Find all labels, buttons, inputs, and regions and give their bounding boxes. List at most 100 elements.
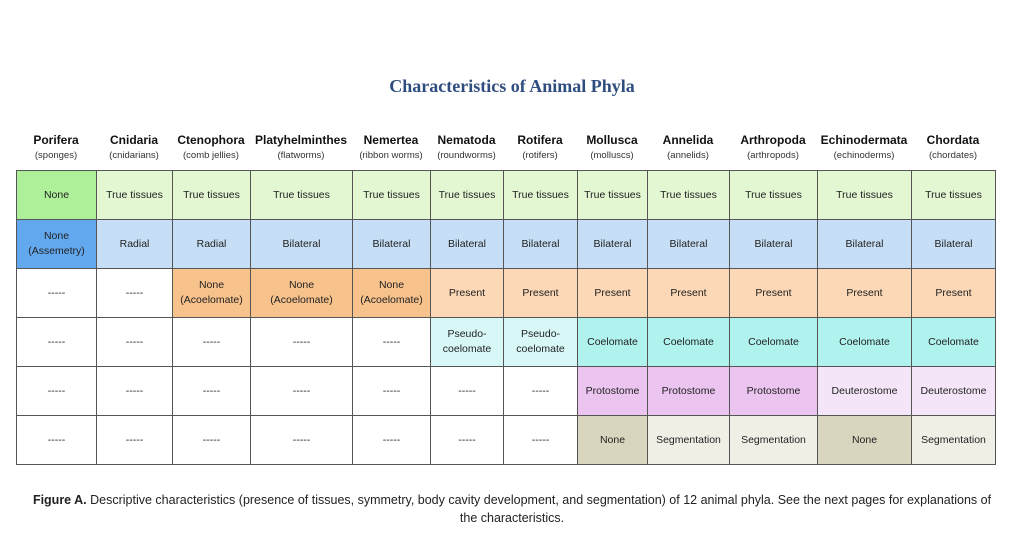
table-cell: Pseudo-coelomate — [503, 317, 578, 367]
figure-title: Characteristics of Animal Phyla — [389, 76, 635, 96]
table-cell: Bilateral — [577, 219, 648, 269]
table-cell: Present — [503, 268, 578, 318]
table-cell: Present — [817, 268, 912, 318]
table-cell: ----- — [352, 366, 431, 416]
table-cell: True tissues — [647, 170, 730, 220]
table-cell: Segmentation — [911, 415, 996, 465]
caption-text: Descriptive characteristics (presence of… — [86, 493, 992, 525]
phylum-header: Arthropoda (arthropods) — [729, 133, 817, 163]
phylum-common-name: (rotifers) — [522, 150, 558, 161]
table-cell: Segmentation — [647, 415, 730, 465]
table-cell: ----- — [250, 317, 353, 367]
table-cell: True tissues — [96, 170, 173, 220]
table-cell: ----- — [16, 268, 97, 318]
table-cell: ----- — [503, 366, 578, 416]
table-cell: True tissues — [577, 170, 648, 220]
table-cell: None (Acoelomate) — [250, 268, 353, 318]
table-cell: ----- — [172, 366, 251, 416]
phylum-header: Nematoda (roundworms) — [430, 133, 503, 163]
phylum-header: Echinodermata (echinoderms) — [817, 133, 911, 163]
table-cell: True tissues — [729, 170, 818, 220]
table-cell: Present — [729, 268, 818, 318]
table-cell: Bilateral — [647, 219, 730, 269]
table-cell: True tissues — [817, 170, 912, 220]
table-cell: True tissues — [430, 170, 504, 220]
table-cell: Present — [577, 268, 648, 318]
phylum-name: Annelida — [662, 133, 714, 147]
phylum-header: Platyhelminthes (flatworms) — [250, 133, 352, 163]
table-cell: Protostome — [577, 366, 648, 416]
phyla-header-row: Porifera (sponges) Cnidaria (cnidarians) Cte… — [16, 133, 1008, 169]
table-cell: Segmentation — [729, 415, 818, 465]
phylum-header: Annelida (annelids) — [647, 133, 729, 163]
phylum-name: Porifera — [33, 133, 79, 147]
phylum-name: Nematoda — [437, 133, 496, 147]
coelom-type-row: ----- ----- ----- ----- ----- Pseudo-coelomat… — [16, 317, 996, 367]
table-cell: Bilateral — [729, 219, 818, 269]
table-cell: Coelomate — [911, 317, 996, 367]
table-cell: Present — [911, 268, 996, 318]
table-cell: True tissues — [352, 170, 431, 220]
table-cell: Deuterostome — [817, 366, 912, 416]
phylum-common-name: (arthropods) — [747, 150, 799, 161]
table-cell: ----- — [96, 366, 173, 416]
phylum-common-name: (molluscs) — [590, 150, 634, 161]
table-cell: ----- — [503, 415, 578, 465]
table-cell: Radial — [172, 219, 251, 269]
table-cell: None — [817, 415, 912, 465]
symmetry-row: None (Assemetry) Radial Radial Bilateral Bila… — [16, 219, 996, 269]
table-cell: Protostome — [729, 366, 818, 416]
phylum-common-name: (ribbon worms) — [359, 150, 423, 161]
phylum-common-name: (roundworms) — [437, 150, 496, 161]
table-cell: None (Acoelomate) — [172, 268, 251, 318]
table-cell: ----- — [16, 366, 97, 416]
table-cell: Coelomate — [817, 317, 912, 367]
table-cell: ----- — [352, 415, 431, 465]
phylum-name: Arthropoda — [740, 133, 806, 147]
phylum-name: Platyhelminthes — [254, 133, 348, 147]
segmentation-row: ----- ----- ----- ----- ----- ----- ----- None S… — [16, 415, 996, 465]
table-cell: ----- — [352, 317, 431, 367]
phylum-common-name: (cnidarians) — [109, 150, 159, 161]
table-cell: Protostome — [647, 366, 730, 416]
table-cell: None (Assemetry) — [16, 219, 97, 269]
table-cell: Coelomate — [647, 317, 730, 367]
table-cell: Pseudo-coelomate — [430, 317, 504, 367]
table-cell: True tissues — [911, 170, 996, 220]
table-cell: ----- — [16, 317, 97, 367]
table-cell: ----- — [96, 268, 173, 318]
table-cell: ----- — [430, 415, 504, 465]
table-cell: True tissues — [250, 170, 353, 220]
table-cell: Bilateral — [503, 219, 578, 269]
table-cell: Bilateral — [430, 219, 504, 269]
phylum-common-name: (echinoderms) — [833, 150, 895, 161]
table-cell: Coelomate — [729, 317, 818, 367]
table-cell: True tissues — [172, 170, 251, 220]
table-cell: ----- — [172, 415, 251, 465]
table-cell: Bilateral — [817, 219, 912, 269]
phylum-common-name: (flatworms) — [277, 150, 325, 161]
table-cell: ----- — [96, 415, 173, 465]
table-cell: ----- — [250, 415, 353, 465]
table-cell: None — [16, 170, 97, 220]
table-cell: Present — [430, 268, 504, 318]
phylum-header: Ctenophora (comb jellies) — [172, 133, 250, 163]
phylum-common-name: (comb jellies) — [183, 150, 239, 161]
characteristics-table: None True tissues True tissues True tissues… — [16, 170, 996, 465]
tissues-row: None True tissues True tissues True tissues… — [16, 170, 996, 220]
caption-label: Figure A. — [32, 493, 87, 507]
phylum-header: Chordata (chordates) — [911, 133, 995, 163]
phylum-header: Mollusca (molluscs) — [577, 133, 647, 163]
phylum-common-name: (annelids) — [667, 150, 709, 161]
development-row: ----- ----- ----- ----- ----- ----- ----- Proto… — [16, 366, 996, 416]
phylum-name: Chordata — [926, 133, 980, 147]
table-cell: Coelomate — [577, 317, 648, 367]
phylum-header: Cnidaria (cnidarians) — [96, 133, 172, 163]
table-cell: Bilateral — [911, 219, 996, 269]
phylum-header: Porifera (sponges) — [16, 133, 96, 163]
phylum-name: Nemertea — [363, 133, 419, 147]
table-cell: ----- — [16, 415, 97, 465]
figure-caption: Figure A. Descriptive characteristics (p… — [24, 491, 1000, 527]
table-cell: Radial — [96, 219, 173, 269]
phylum-header: Rotifera (rotifers) — [503, 133, 577, 163]
